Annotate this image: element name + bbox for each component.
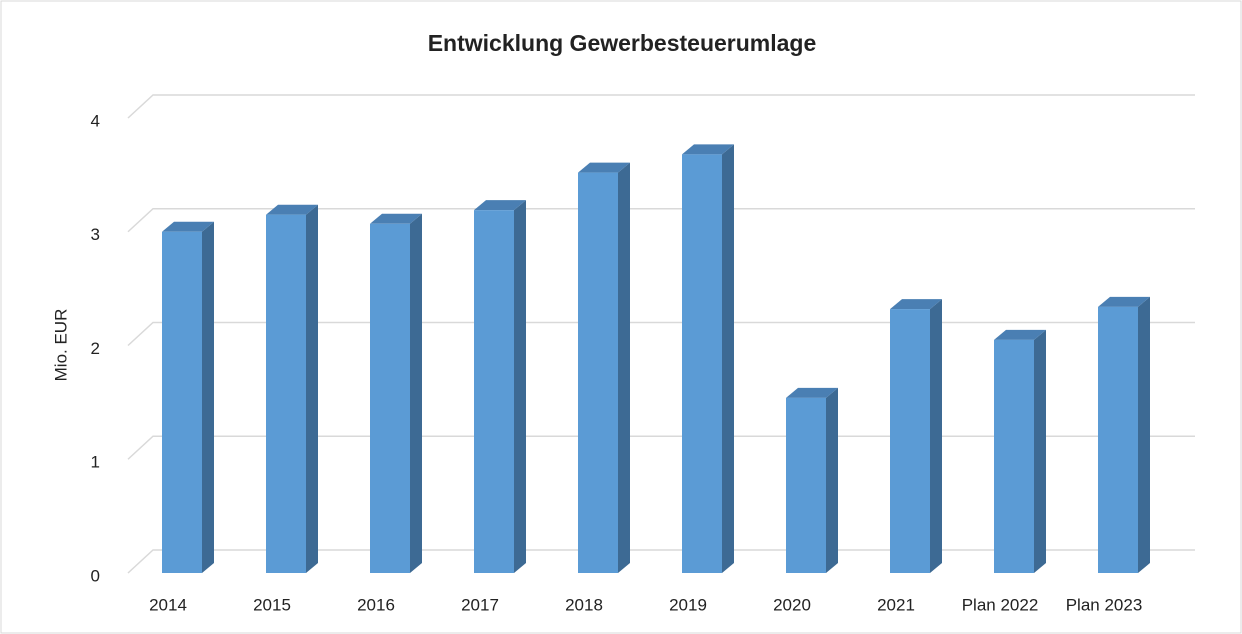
bar-front	[578, 172, 618, 573]
bar-top	[786, 387, 838, 398]
bar-top	[474, 200, 526, 211]
bar-front	[266, 214, 306, 573]
y-tick-label: 4	[91, 111, 100, 130]
bar-side	[514, 200, 526, 573]
bar	[266, 204, 318, 573]
bar-side	[202, 221, 214, 573]
x-tick-label: 2015	[253, 595, 291, 614]
bar-front	[682, 154, 722, 573]
y-tick-label: 3	[91, 225, 100, 244]
y-tick-label: 1	[91, 453, 100, 472]
bar-front	[370, 223, 410, 573]
grid-line	[127, 94, 1195, 119]
bar-top	[994, 329, 1046, 340]
bar-front	[994, 339, 1034, 573]
bar-top	[890, 299, 942, 310]
bar-side	[1138, 296, 1150, 573]
bar-side	[826, 387, 838, 573]
bar-top	[578, 162, 630, 173]
grid-line	[127, 208, 1195, 233]
bar-front	[890, 309, 930, 573]
bar	[578, 162, 630, 573]
x-tick-label: 2014	[149, 595, 187, 614]
x-tick-label: Plan 2023	[1066, 595, 1143, 614]
x-tick-label: 2019	[669, 595, 707, 614]
bar-front	[474, 210, 514, 573]
bar-side	[410, 213, 422, 573]
x-tick-label: Plan 2022	[962, 595, 1039, 614]
bar-front	[786, 397, 826, 573]
bar-side	[930, 299, 942, 573]
y-tick-label: 2	[91, 339, 100, 358]
bar-side	[722, 144, 734, 573]
bar-front	[1098, 306, 1138, 573]
x-tick-label: 2016	[357, 595, 395, 614]
x-tick-label: 2020	[773, 595, 811, 614]
x-tick-label: 2018	[565, 595, 603, 614]
y-tick-label: 0	[91, 566, 100, 585]
bar-top	[370, 213, 422, 224]
bar	[1098, 296, 1150, 573]
bar-side	[618, 162, 630, 573]
bar-side	[1034, 329, 1046, 573]
grid-line	[127, 321, 1195, 347]
x-tick-label: 2017	[461, 595, 499, 614]
bar-top	[1098, 296, 1150, 307]
grid-line	[127, 435, 1195, 460]
bar	[890, 299, 942, 573]
bar-top	[266, 204, 318, 215]
bar	[786, 387, 838, 573]
bar	[162, 221, 214, 573]
chart-title: Entwicklung Gewerbesteuerumlage	[428, 30, 817, 56]
bar	[994, 329, 1046, 573]
bar-top	[682, 144, 734, 155]
bar-front	[162, 231, 202, 573]
y-axis-label: Mio. EUR	[51, 309, 70, 382]
bar-top	[162, 221, 214, 232]
grid-line	[127, 549, 1195, 574]
bar	[370, 213, 422, 573]
bar	[682, 144, 734, 573]
x-tick-label: 2021	[877, 595, 915, 614]
bar-side	[306, 204, 318, 573]
bar	[474, 200, 526, 573]
